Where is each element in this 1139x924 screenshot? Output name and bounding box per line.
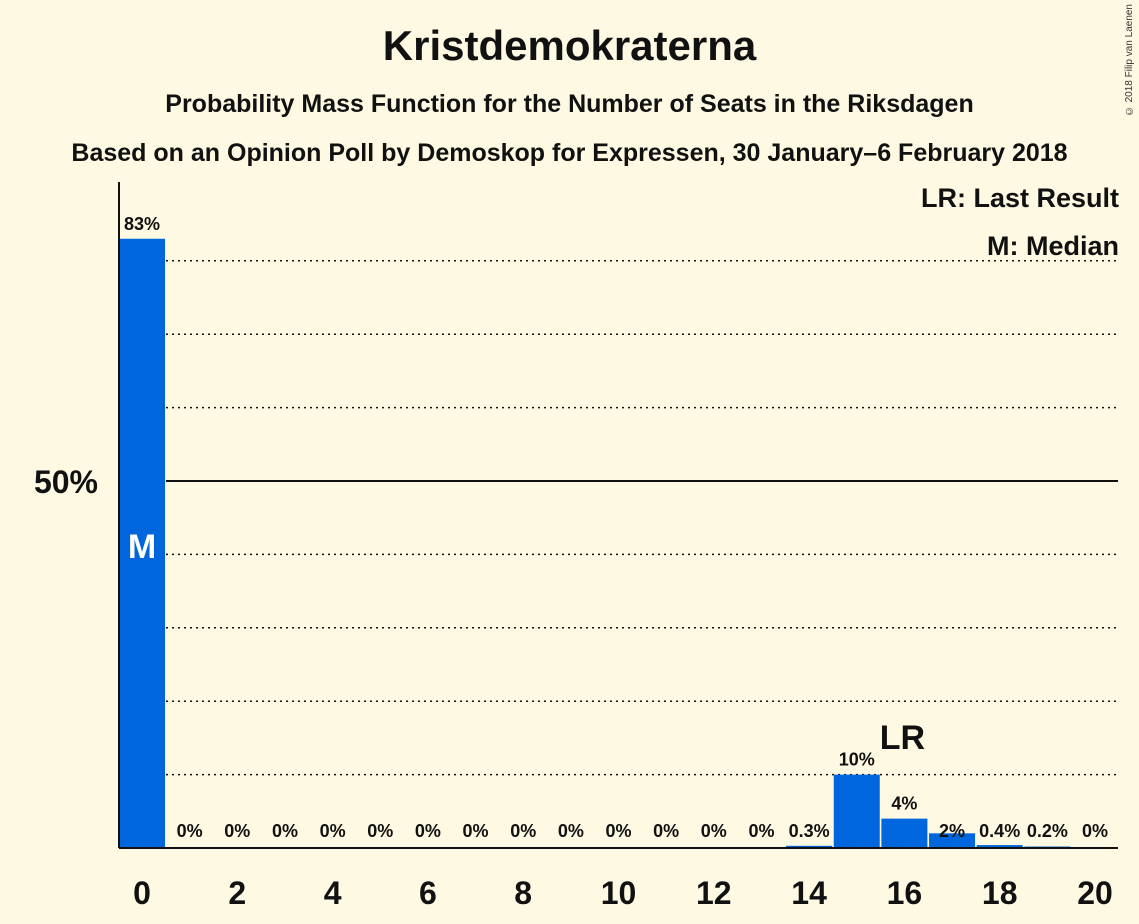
bar-label-seat-4: 0%	[320, 821, 346, 841]
bar-seat-16	[881, 818, 928, 848]
bar-label-seat-13: 0%	[748, 821, 774, 841]
x-tick-label-20: 20	[1077, 875, 1113, 911]
bar-seat-18	[976, 845, 1023, 848]
bar-label-seat-9: 0%	[558, 821, 584, 841]
x-tick-label-0: 0	[133, 875, 151, 911]
bar-label-seat-10: 0%	[605, 821, 631, 841]
bar-label-seat-11: 0%	[653, 821, 679, 841]
bar-label-seat-7: 0%	[463, 821, 489, 841]
x-tick-label-8: 8	[514, 875, 532, 911]
x-tick-label-10: 10	[601, 875, 637, 911]
x-tick-label-2: 2	[228, 875, 246, 911]
legend-last-result: LR: Last Result	[920, 183, 1119, 213]
chart-subtitle-poll: Based on an Opinion Poll by Demoskop for…	[71, 139, 1068, 167]
bar-label-seat-16: 4%	[891, 794, 917, 814]
chart-title: Kristdemokraterna	[382, 22, 757, 69]
bar-label-seat-15: 10%	[839, 750, 875, 770]
bar-label-seat-20: 0%	[1082, 821, 1108, 841]
last-result-marker: LR	[880, 719, 925, 757]
median-marker: M	[128, 528, 156, 566]
x-tick-label-4: 4	[324, 875, 342, 911]
bar-label-seat-5: 0%	[367, 821, 393, 841]
bar-label-seat-19: 0.2%	[1027, 821, 1068, 841]
x-tick-label-14: 14	[791, 875, 827, 911]
bar-label-seat-2: 0%	[224, 821, 250, 841]
bar-label-seat-17: 2%	[939, 821, 965, 841]
bar-label-seat-0: 83%	[124, 214, 160, 234]
bar-label-seat-8: 0%	[510, 821, 536, 841]
bar-seat-17	[929, 833, 976, 848]
y-tick-label: 50%	[34, 464, 98, 500]
x-tick-label-6: 6	[419, 875, 437, 911]
bar-label-seat-3: 0%	[272, 821, 298, 841]
bar-seat-14	[786, 845, 833, 848]
bar-label-seat-1: 0%	[177, 821, 203, 841]
x-tick-label-16: 16	[887, 875, 923, 911]
bar-seat-0	[119, 238, 165, 848]
bar-label-seat-18: 0.4%	[979, 821, 1020, 841]
bar-label-seat-6: 0%	[415, 821, 441, 841]
bar-seat-15	[833, 774, 880, 848]
x-tick-label-18: 18	[982, 875, 1018, 911]
bar-label-seat-12: 0%	[701, 821, 727, 841]
legend-median: M: Median	[987, 231, 1119, 261]
bar-label-seat-14: 0.3%	[789, 821, 830, 841]
x-tick-label-12: 12	[696, 875, 732, 911]
chart-subtitle: Probability Mass Function for the Number…	[165, 90, 974, 118]
